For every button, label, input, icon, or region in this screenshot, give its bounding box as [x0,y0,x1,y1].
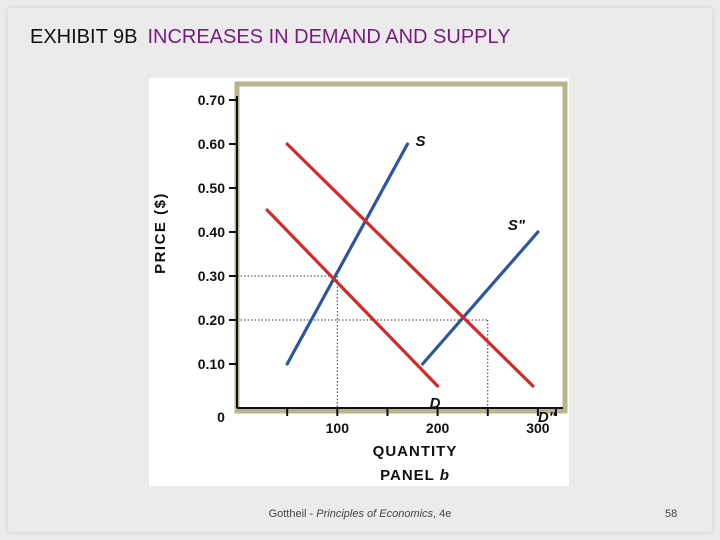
demand-curve [265,208,440,388]
y-tick-label: 0.60 [198,136,225,152]
y-tick-label: 0.10 [198,356,225,372]
supply-curve [285,142,410,366]
panel-label: PANEL b [380,467,450,484]
origin-label: 0 [217,409,225,425]
y-tick-label: 0.50 [198,180,225,196]
y-axis-label: PRICE ($) [152,192,169,274]
x-axis-label: QUANTITY [373,443,458,460]
y-tick-label: 0.70 [198,92,225,108]
demand-curve-label: D" [538,409,557,426]
supply-demand-chart: 0.10 0.20 0.30 0.40 0.50 0.60 0.70 100 200 300 0 S… [152,81,568,484]
x-tick-label: 100 [326,420,350,436]
page-number: 58 [665,508,678,520]
slide-title: EXHIBIT 9B INCREASES IN DEMAND AND SUPPLY [30,26,511,49]
footer-book: Principles of Economics [316,508,434,520]
demand-curve-label: D [430,395,441,412]
y-tick-label: 0.30 [198,268,225,284]
footer-author: Gottheil - [268,508,317,520]
supply-curve [420,230,540,366]
panel-word: PANEL [380,467,434,484]
footer-edition: , 4e [433,508,452,520]
x-tick-label: 300 [526,420,550,436]
x-tick-label: 200 [426,420,450,436]
y-tick-label: 0.20 [198,312,225,328]
demand-curve [285,142,535,388]
supply-curve-label: S [416,133,426,150]
footer-citation: Gottheil - Principles of Economics, 4e [0,508,720,520]
y-tick-label: 0.40 [198,224,225,240]
chart-figure: 0.10 0.20 0.30 0.40 0.50 0.60 0.70 100 200 300 0 S… [149,78,569,486]
plot-frame [234,81,568,414]
exhibit-title: INCREASES IN DEMAND AND SUPPLY [147,26,511,48]
panel-letter: b [440,467,450,484]
exhibit-number: EXHIBIT 9B [30,26,138,48]
supply-curve-label: S" [508,217,526,234]
